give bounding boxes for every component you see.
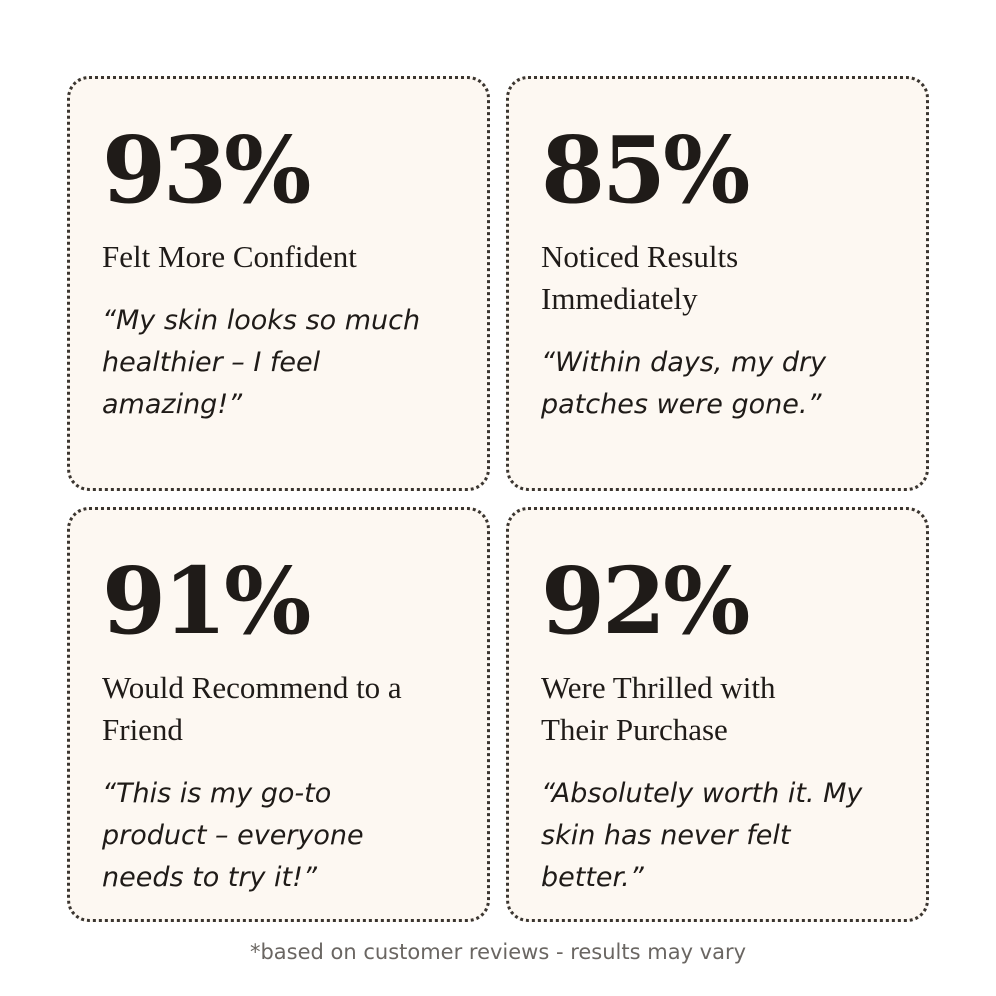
stat-quote: “This is my go-to product – everyone nee… <box>102 778 364 893</box>
stat-label: Would Recommend to a Friend <box>102 670 402 747</box>
stat-card-thrilled: 92% Were Thrilled with Their Purchase “A… <box>506 507 929 922</box>
disclaimer-footnote: *based on customer reviews - results may… <box>249 940 747 964</box>
stat-card-confident: 93% Felt More Confident “My skin looks s… <box>67 76 490 491</box>
stat-quote: “Within days, my dry patches were gone.” <box>541 347 827 420</box>
stat-quote: “Absolutely worth it. My skin has never … <box>541 778 863 893</box>
stat-label: Felt More Confident <box>102 239 357 274</box>
stat-percentage: 93% <box>102 116 311 224</box>
stat-label: Noticed Results Immediately <box>541 239 739 316</box>
stat-label: Were Thrilled with Their Purchase <box>541 670 776 747</box>
stat-quote: “My skin looks so much healthier – I fee… <box>102 305 421 420</box>
stat-card-results: 85% Noticed Results Immediately “Within … <box>506 76 929 491</box>
stat-percentage: 92% <box>541 547 750 655</box>
stat-percentage: 85% <box>541 116 750 224</box>
stat-card-recommend: 91% Would Recommend to a Friend “This is… <box>67 507 490 922</box>
stat-percentage: 91% <box>102 547 311 655</box>
